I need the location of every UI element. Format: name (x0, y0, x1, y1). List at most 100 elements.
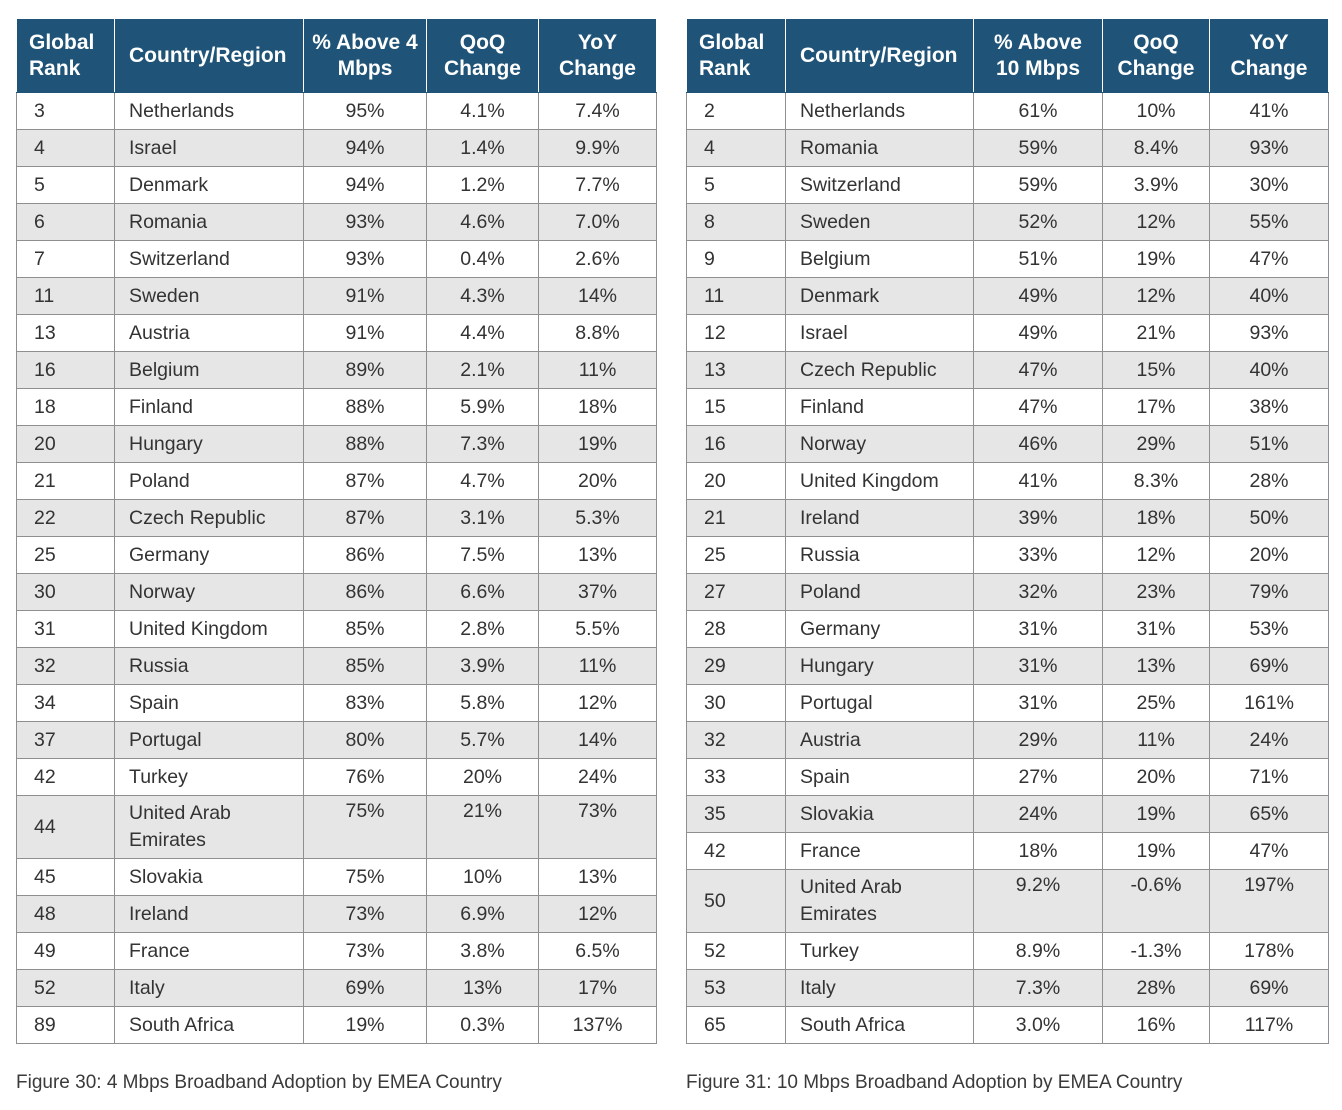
cell-percent-above: 31% (973, 610, 1103, 648)
cell-global-rank: 30 (686, 684, 786, 722)
cell-percent-above: 80% (303, 721, 427, 759)
cell-percent-above: 69% (303, 969, 427, 1007)
table-row: 32 Austria 29% 11% 24% (686, 721, 1329, 759)
table-row: 35 Slovakia 24% 19% 65% (686, 795, 1329, 833)
cell-yoy-change: 2.6% (538, 240, 657, 278)
cell-qoq-change: 4.1% (426, 92, 539, 130)
figure-caption: Figure 31: 10 Mbps Broadband Adoption by… (686, 1072, 1183, 1093)
cell-country-region: South Africa (785, 1006, 974, 1044)
cell-global-rank: 31 (16, 610, 115, 648)
cell-percent-above: 49% (973, 314, 1103, 352)
cell-global-rank: 52 (16, 969, 115, 1007)
cell-yoy-change: 41% (1209, 92, 1329, 130)
cell-global-rank: 5 (686, 166, 786, 204)
cell-global-rank: 21 (16, 462, 115, 500)
cell-global-rank: 44 (16, 795, 115, 859)
header-yoy-change: YoY Change (538, 18, 657, 93)
cell-global-rank: 11 (16, 277, 115, 315)
cell-percent-above: 39% (973, 499, 1103, 537)
cell-global-rank: 89 (16, 1006, 115, 1044)
cell-global-rank: 21 (686, 499, 786, 537)
cell-global-rank: 53 (686, 969, 786, 1007)
cell-global-rank: 29 (686, 647, 786, 685)
cell-yoy-change: 47% (1209, 240, 1329, 278)
cell-percent-above: 9.2% (973, 869, 1103, 933)
cell-country-region: Sweden (785, 203, 974, 241)
cell-global-rank: 28 (686, 610, 786, 648)
cell-global-rank: 11 (686, 277, 786, 315)
cell-global-rank: 3 (16, 92, 115, 130)
cell-country-region: Hungary (114, 425, 304, 463)
cell-country-region: Israel (785, 314, 974, 352)
cell-percent-above: 93% (303, 203, 427, 241)
cell-percent-above: 83% (303, 684, 427, 722)
table-row: 30 Portugal 31% 25% 161% (686, 684, 1329, 722)
cell-country-region: Belgium (114, 351, 304, 389)
table-row: 13 Austria 91% 4.4% 8.8% (16, 314, 657, 352)
cell-qoq-change: -1.3% (1102, 932, 1210, 970)
cell-yoy-change: 5.3% (538, 499, 657, 537)
cell-qoq-change: 7.5% (426, 536, 539, 574)
table-row: 50 United Arab Emirates 9.2% -0.6% 197% (686, 869, 1329, 933)
cell-qoq-change: 16% (1102, 1006, 1210, 1044)
cell-global-rank: 30 (16, 573, 115, 611)
cell-yoy-change: 8.8% (538, 314, 657, 352)
cell-global-rank: 18 (16, 388, 115, 426)
cell-qoq-change: 1.2% (426, 166, 539, 204)
table-row: 5 Switzerland 59% 3.9% 30% (686, 166, 1329, 204)
cell-country-region: Spain (114, 684, 304, 722)
cell-percent-above: 85% (303, 647, 427, 685)
cell-country-region: Romania (785, 129, 974, 167)
cell-yoy-change: 50% (1209, 499, 1329, 537)
cell-qoq-change: 31% (1102, 610, 1210, 648)
table-row: 48 Ireland 73% 6.9% 12% (16, 895, 657, 933)
cell-percent-above: 75% (303, 858, 427, 896)
cell-global-rank: 33 (686, 758, 786, 796)
cell-qoq-change: 21% (426, 795, 539, 859)
table-row: 15 Finland 47% 17% 38% (686, 388, 1329, 426)
cell-qoq-change: 20% (1102, 758, 1210, 796)
cell-global-rank: 35 (686, 795, 786, 833)
cell-qoq-change: -0.6% (1102, 869, 1210, 933)
cell-global-rank: 50 (686, 869, 786, 933)
table-row: 49 France 73% 3.8% 6.5% (16, 932, 657, 970)
cell-global-rank: 32 (16, 647, 115, 685)
cell-percent-above: 86% (303, 573, 427, 611)
cell-yoy-change: 11% (538, 351, 657, 389)
cell-percent-above: 47% (973, 351, 1103, 389)
cell-qoq-change: 5.7% (426, 721, 539, 759)
cell-country-region: Ireland (114, 895, 304, 933)
table-row: 11 Sweden 91% 4.3% 14% (16, 277, 657, 315)
cell-percent-above: 41% (973, 462, 1103, 500)
cell-country-region: United Kingdom (785, 462, 974, 500)
cell-country-region: Switzerland (114, 240, 304, 278)
cell-yoy-change: 20% (538, 462, 657, 500)
cell-global-rank: 20 (686, 462, 786, 500)
cell-percent-above: 87% (303, 499, 427, 537)
cell-percent-above: 32% (973, 573, 1103, 611)
table-4mbps-adoption: Global Rank Country/Region % Above 4 Mbp… (16, 18, 657, 1044)
cell-country-region: Netherlands (114, 92, 304, 130)
cell-yoy-change: 7.4% (538, 92, 657, 130)
cell-global-rank: 6 (16, 203, 115, 241)
cell-country-region: Portugal (785, 684, 974, 722)
cell-yoy-change: 7.7% (538, 166, 657, 204)
figure-31-panel: Global Rank Country/Region % Above 10 Mb… (686, 18, 1329, 1044)
cell-qoq-change: 19% (1102, 795, 1210, 833)
cell-yoy-change: 40% (1209, 351, 1329, 389)
header-country-region: Country/Region (785, 18, 974, 93)
cell-country-region: Romania (114, 203, 304, 241)
cell-global-rank: 7 (16, 240, 115, 278)
cell-qoq-change: 7.3% (426, 425, 539, 463)
cell-global-rank: 42 (16, 758, 115, 796)
cell-percent-above: 75% (303, 795, 427, 859)
cell-yoy-change: 20% (1209, 536, 1329, 574)
cell-country-region: Spain (785, 758, 974, 796)
cell-country-region: Denmark (785, 277, 974, 315)
table-row: 42 France 18% 19% 47% (686, 832, 1329, 870)
table-10mbps-adoption: Global Rank Country/Region % Above 10 Mb… (686, 18, 1329, 1044)
cell-country-region: Czech Republic (785, 351, 974, 389)
table-row: 28 Germany 31% 31% 53% (686, 610, 1329, 648)
cell-yoy-change: 14% (538, 721, 657, 759)
cell-country-region: France (114, 932, 304, 970)
